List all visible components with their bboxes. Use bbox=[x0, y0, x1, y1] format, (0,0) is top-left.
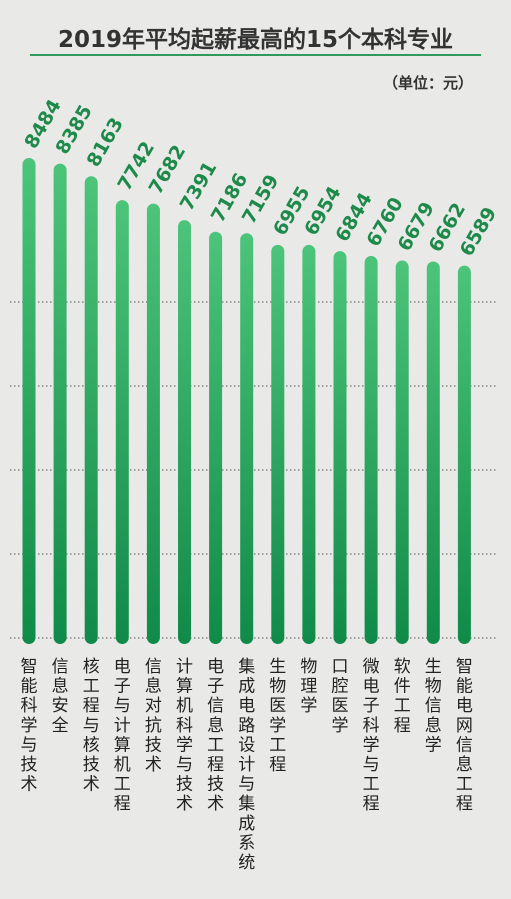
bar-1 bbox=[53, 163, 67, 645]
bar-12 bbox=[395, 260, 409, 644]
bar-13 bbox=[426, 261, 440, 644]
category-label-5: 计算机科学与技术 bbox=[176, 657, 193, 814]
category-label-8: 生物医学工程 bbox=[269, 657, 286, 775]
category-label-4: 信息对抗技术 bbox=[145, 657, 162, 775]
bar-9 bbox=[302, 244, 316, 644]
bar-6 bbox=[209, 231, 223, 644]
category-label-7: 集成电路设计与集成系统 bbox=[238, 657, 255, 873]
category-label-6: 电子信息工程技术 bbox=[207, 657, 224, 814]
category-label-3: 电子与计算机工程 bbox=[114, 657, 131, 814]
bar-0 bbox=[22, 158, 36, 644]
category-label-1: 信息安全 bbox=[52, 657, 69, 736]
bar-5 bbox=[178, 220, 191, 644]
category-label-0: 智能科学与技术 bbox=[21, 657, 38, 795]
category-label-13: 生物信息学 bbox=[425, 657, 442, 755]
category-label-2: 核工程与核技术 bbox=[83, 657, 100, 795]
bar-7 bbox=[240, 233, 254, 645]
title-underline bbox=[30, 54, 481, 56]
bar-3 bbox=[115, 200, 129, 644]
category-label-9: 物理学 bbox=[300, 657, 317, 716]
category-label-11: 微电子科学与工程 bbox=[363, 657, 380, 814]
category-label-10: 口腔医学 bbox=[332, 657, 349, 736]
bar-2 bbox=[84, 176, 98, 644]
bar-4 bbox=[146, 203, 160, 644]
category-label-14: 智能电网信息工程 bbox=[456, 657, 473, 814]
chart-title: 2019年平均起薪最高的15个本科专业 bbox=[57, 27, 454, 53]
bar-10 bbox=[333, 251, 347, 644]
unit-label: （单位：元） bbox=[382, 74, 473, 92]
bar-8 bbox=[271, 244, 285, 644]
bar-14 bbox=[457, 265, 471, 644]
category-label-12: 软件工程 bbox=[394, 657, 411, 736]
bar-11 bbox=[364, 255, 378, 644]
